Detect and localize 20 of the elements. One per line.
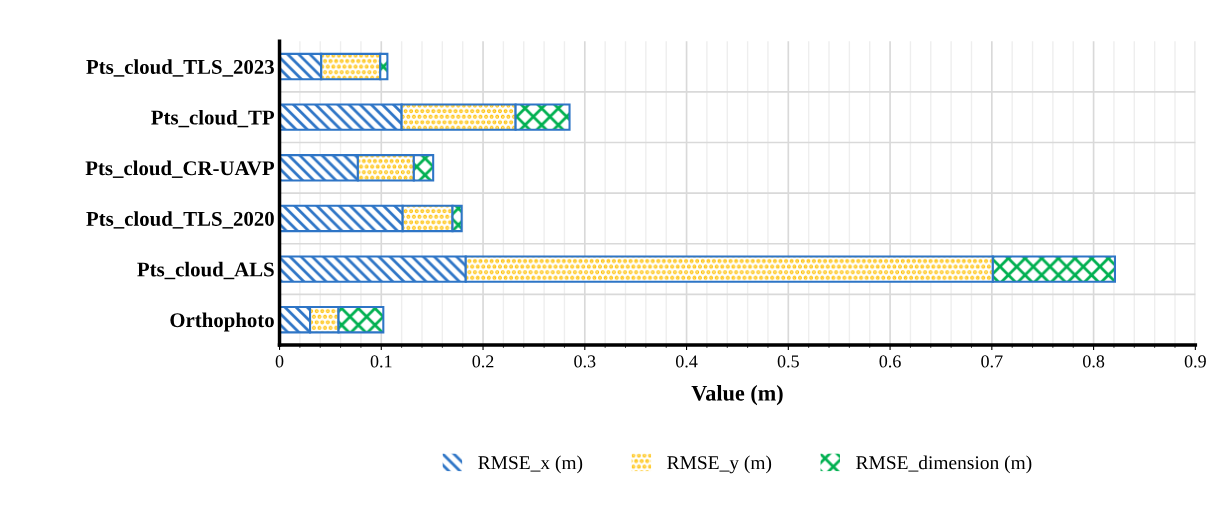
legend-label: RMSE_x (m)	[478, 455, 583, 474]
x-tick-label: 0.1	[370, 355, 392, 368]
x-tick-label: 0.2	[472, 355, 494, 368]
y-tick-label: Pts_cloud_TP	[151, 109, 275, 128]
legend-label: RMSE_dimension (m)	[856, 455, 1032, 474]
y-tick-label: Pts_cloud_TLS_2023	[86, 59, 274, 77]
x-tick-label: 0.4	[675, 355, 698, 368]
x-tick-label: 0.7	[981, 355, 1003, 368]
x-tick-label: 0.6	[879, 355, 901, 368]
y-tick-label: Pts_cloud_TLS_2020	[86, 211, 274, 229]
y-tick-label: Pts_cloud_CR-UAVP	[85, 160, 275, 178]
x-tick-label: 0.9	[1184, 355, 1206, 368]
x-tick-label: 0	[275, 355, 284, 368]
y-tick-label: Orthophoto	[170, 312, 274, 332]
x-axis-title: Value (m)	[691, 385, 783, 406]
x-tick-label: 0.5	[777, 355, 799, 368]
legend-label: RMSE_y (m)	[667, 455, 772, 474]
x-tick-label: 0.3	[574, 355, 596, 368]
x-tick-label: 0.8	[1083, 355, 1105, 368]
y-tick-label: Pts_cloud_ALS	[137, 261, 274, 280]
